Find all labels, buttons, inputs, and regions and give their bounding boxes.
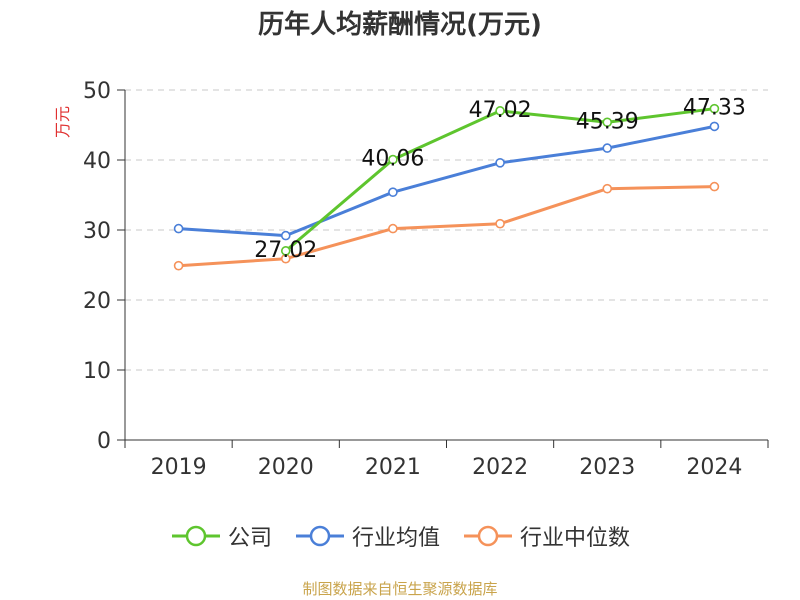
data-point-0-2020 bbox=[280, 246, 291, 256]
data-point-0-2022 bbox=[495, 106, 505, 116]
legend-swatch-2 bbox=[464, 525, 512, 547]
legend-swatch-marker-1 bbox=[309, 525, 331, 547]
x-tick-label-2024: 2024 bbox=[686, 455, 742, 480]
y-tick-label-40: 40 bbox=[83, 149, 111, 174]
legend-item-1[interactable]: 行业均值 bbox=[294, 520, 440, 552]
data-point-1-2024 bbox=[709, 121, 720, 132]
data-label-0-2020: 27.02 bbox=[254, 238, 317, 263]
axes: 0 10 20 30 40 50 2019 2020 2021 2022 2023 2024 万元 bbox=[53, 79, 769, 480]
data-point-2-2024 bbox=[709, 181, 720, 192]
series-2 bbox=[173, 181, 720, 271]
data-point-1-2023 bbox=[602, 143, 613, 153]
y-tick-label-30: 30 bbox=[83, 219, 111, 244]
data-point-2-2023 bbox=[602, 183, 613, 194]
data-point-2-2022 bbox=[495, 218, 505, 229]
x-tick-label-2022: 2022 bbox=[472, 455, 528, 480]
y-tick-label-0: 0 bbox=[97, 429, 111, 454]
data-labels: 27.02 40.06 47.02 45.39 47.33 bbox=[254, 96, 746, 263]
data-point-1-2019 bbox=[173, 223, 184, 234]
y-axis-label: 万元 bbox=[53, 106, 72, 138]
data-point-1-2022 bbox=[495, 158, 505, 168]
source-note: 制图数据来自恒生聚源数据库 bbox=[302, 580, 498, 598]
grid-lines bbox=[125, 89, 768, 371]
legend-label-0: 公司 bbox=[227, 526, 272, 551]
series-group bbox=[173, 103, 720, 271]
data-point-2-2019 bbox=[173, 260, 184, 271]
data-label-0-2023: 45.39 bbox=[576, 109, 639, 134]
x-tick-label-2019: 2019 bbox=[151, 455, 207, 480]
data-point-0-2021 bbox=[388, 154, 398, 165]
data-point-2-2021 bbox=[388, 223, 398, 234]
x-tick-label-2021: 2021 bbox=[365, 455, 421, 480]
data-label-0-2022: 47.02 bbox=[469, 98, 532, 123]
x-tick-label-2023: 2023 bbox=[579, 455, 635, 480]
legend-label-2: 行业中位数 bbox=[520, 526, 631, 551]
legend-swatch-1 bbox=[295, 525, 344, 547]
y-tick-label-20: 20 bbox=[83, 289, 111, 314]
data-point-1-2021 bbox=[388, 187, 398, 197]
data-point-1-2020 bbox=[280, 230, 291, 241]
series-line-2 bbox=[177, 185, 716, 268]
legend-swatch-marker-2 bbox=[477, 525, 499, 547]
data-label-0-2021: 40.06 bbox=[361, 147, 424, 172]
legend: 公司 行业均值 行业中位数 bbox=[0, 518, 800, 554]
x-tick-label-2020: 2020 bbox=[258, 455, 314, 480]
series-1 bbox=[173, 121, 720, 241]
series-line-1 bbox=[177, 124, 716, 238]
legend-item-2[interactable]: 行业中位数 bbox=[462, 520, 630, 552]
chart-title: 历年人均薪酬情况(万元) bbox=[258, 10, 542, 40]
data-point-0-2023 bbox=[602, 117, 613, 128]
legend-item-0[interactable]: 公司 bbox=[170, 520, 272, 552]
legend-swatch-0 bbox=[171, 525, 220, 547]
y-tick-label-50: 50 bbox=[83, 79, 111, 104]
legend-label-1: 行业均值 bbox=[351, 526, 440, 551]
legend-swatch-marker-0 bbox=[185, 525, 207, 547]
y-tick-label-10: 10 bbox=[83, 359, 111, 384]
data-point-0-2024 bbox=[709, 103, 720, 114]
series-0 bbox=[280, 103, 720, 256]
data-label-0-2024: 47.33 bbox=[683, 96, 746, 121]
